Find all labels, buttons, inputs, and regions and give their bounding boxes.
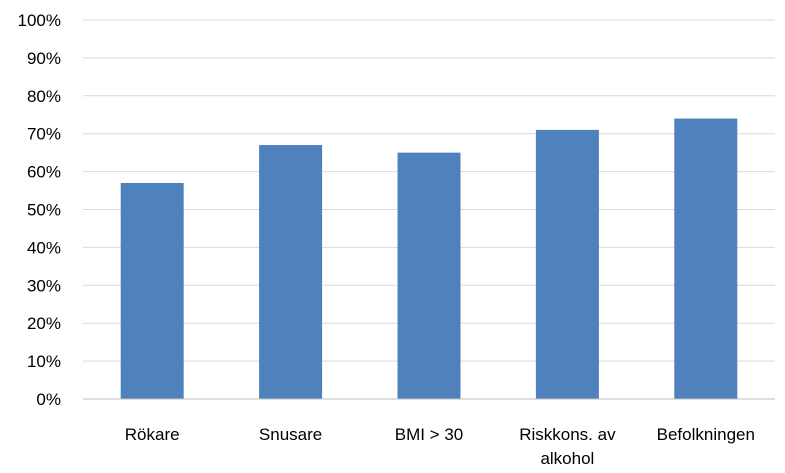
y-tick-label: 20%	[27, 314, 61, 333]
x-tick-label: Riskkons. av	[519, 425, 616, 444]
y-tick-label: 10%	[27, 352, 61, 371]
y-tick-label: 40%	[27, 238, 61, 257]
y-tick-label: 90%	[27, 49, 61, 68]
bar-series	[120, 118, 738, 399]
y-tick-label: 80%	[27, 87, 61, 106]
bar	[397, 152, 461, 399]
y-tick-label: 50%	[27, 201, 61, 220]
x-tick-label: Snusare	[259, 425, 322, 444]
x-tick-label: Rökare	[125, 425, 180, 444]
y-tick-label: 100%	[18, 11, 61, 30]
bar	[120, 182, 184, 399]
bar	[535, 129, 599, 399]
x-tick-label: Befolkningen	[657, 425, 755, 444]
x-tick-label: BMI > 30	[395, 425, 464, 444]
bar	[259, 145, 323, 399]
x-axis-tick-labels: Rökare Snusare BMI > 30 Riskkons. av alkohol…	[125, 425, 755, 468]
x-tick-label: alkohol	[540, 449, 594, 468]
y-tick-label: 60%	[27, 163, 61, 182]
y-tick-label: 30%	[27, 276, 61, 295]
y-tick-label: 70%	[27, 125, 61, 144]
y-axis-tick-labels: 0% 10% 20% 30% 40% 50% 60% 70% 80% 90% 100%	[18, 11, 61, 409]
bar	[674, 118, 738, 399]
y-tick-label: 0%	[36, 390, 61, 409]
